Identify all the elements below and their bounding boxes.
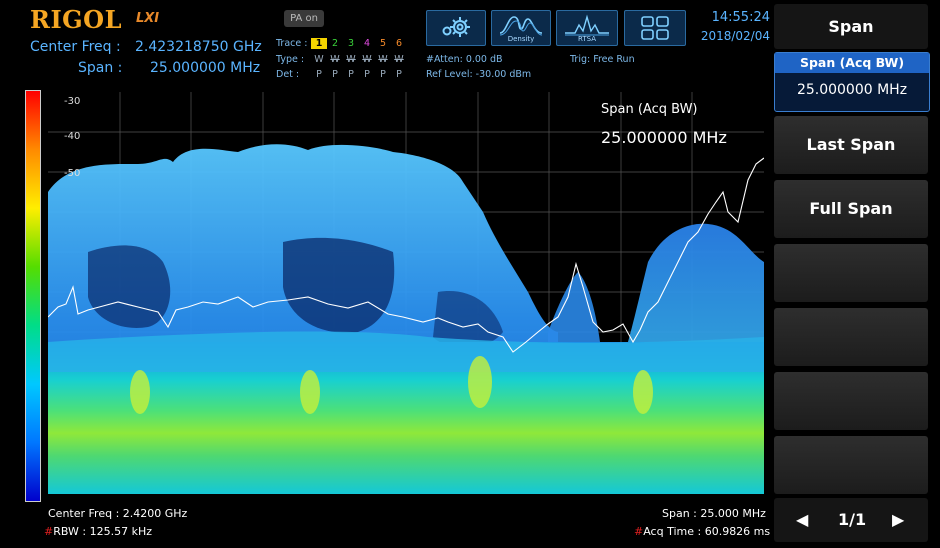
span-acq-bw-key[interactable]: Span (Acq BW) 25.000000 MHz bbox=[774, 52, 930, 112]
det-label: Det : bbox=[276, 69, 300, 80]
settings-button[interactable] bbox=[426, 10, 486, 46]
type-3: W bbox=[346, 54, 356, 65]
layout-button[interactable] bbox=[624, 10, 686, 46]
plot-annotation-value: 25.000000 MHz bbox=[601, 128, 727, 147]
rtsa-label: RTSA bbox=[578, 35, 596, 43]
grid-layout-icon bbox=[641, 16, 669, 40]
full-span-key[interactable]: Full Span bbox=[774, 180, 928, 238]
empty-key-6[interactable] bbox=[774, 308, 928, 366]
color-scale-bar bbox=[25, 90, 41, 502]
det-3: P bbox=[348, 69, 354, 80]
footer-span: Span : 25.000 MHz bbox=[662, 507, 766, 520]
footer-rbw-text: RBW : 125.57 kHz bbox=[53, 525, 152, 538]
atten-readout: #Atten: 0.00 dB bbox=[426, 54, 503, 65]
det-5: P bbox=[380, 69, 386, 80]
type-5: W bbox=[378, 54, 388, 65]
center-freq-label: Center Freq : bbox=[30, 39, 121, 55]
pa-on-button[interactable]: PA on bbox=[284, 10, 324, 27]
span-value[interactable]: 25.000000 MHz bbox=[150, 60, 261, 76]
density-icon bbox=[499, 16, 543, 36]
footer-acq-time: #Acq Time : 60.9826 ms bbox=[634, 525, 771, 538]
footer-acq-time-text: Acq Time : 60.9826 ms bbox=[643, 525, 771, 538]
menu-title: Span bbox=[774, 4, 928, 49]
live-trace bbox=[48, 157, 764, 353]
trace-4[interactable]: 4 bbox=[363, 38, 371, 49]
trace-3[interactable]: 3 bbox=[347, 38, 355, 49]
center-freq-value[interactable]: 2.423218750 GHz bbox=[135, 39, 262, 55]
span-label: Span : bbox=[78, 60, 123, 76]
det-1: P bbox=[316, 69, 322, 80]
type-label: Type : bbox=[276, 54, 305, 65]
plot-annotation-title: Span (Acq BW) bbox=[601, 102, 698, 117]
type-4: W bbox=[362, 54, 372, 65]
page-prev-icon[interactable]: ◀ bbox=[796, 510, 809, 529]
y-tick: -50 bbox=[64, 168, 81, 179]
trace-2[interactable]: 2 bbox=[331, 38, 339, 49]
type-1: W bbox=[314, 54, 324, 65]
floor-hotspots bbox=[130, 356, 653, 414]
last-span-key[interactable]: Last Span bbox=[774, 116, 928, 174]
trace-1[interactable]: 1 bbox=[311, 38, 327, 49]
menu-pager: ◀ 1/1 ▶ bbox=[774, 498, 928, 542]
clock-date: 2018/02/04 bbox=[700, 29, 770, 43]
y-tick: -30 bbox=[64, 96, 81, 107]
det-4: P bbox=[364, 69, 370, 80]
rtsa-button[interactable]: RTSA bbox=[556, 10, 618, 46]
det-6: P bbox=[396, 69, 402, 80]
page-next-icon[interactable]: ▶ bbox=[892, 510, 905, 529]
det-2: P bbox=[332, 69, 338, 80]
ref-level-readout: Ref Level: -30.00 dBm bbox=[426, 69, 532, 80]
span-acq-bw-value: 25.000000 MHz bbox=[796, 82, 908, 98]
footer-center-freq: Center Freq : 2.4200 GHz bbox=[48, 507, 188, 520]
type-2: W bbox=[330, 54, 340, 65]
type-6: W bbox=[394, 54, 404, 65]
clock-time: 14:55:24 bbox=[711, 10, 770, 25]
density-label: Density bbox=[507, 35, 535, 43]
trace-label: Trace : bbox=[276, 38, 308, 49]
rtsa-icon bbox=[565, 14, 609, 36]
empty-key-7[interactable] bbox=[774, 372, 928, 430]
empty-key-5[interactable] bbox=[774, 244, 928, 302]
density-spectrum-plot[interactable] bbox=[48, 92, 764, 494]
page-indicator: 1/1 bbox=[838, 510, 867, 529]
span-acq-bw-label: Span (Acq BW) bbox=[775, 53, 929, 73]
y-tick: -40 bbox=[64, 131, 81, 142]
trig-readout: Trig: Free Run bbox=[570, 54, 635, 65]
trace-5[interactable]: 5 bbox=[379, 38, 387, 49]
lxi-logo: LXI bbox=[136, 11, 160, 26]
rigol-logo: RIGOL bbox=[30, 5, 122, 34]
density-button[interactable]: Density bbox=[491, 10, 551, 46]
footer-rbw: #RBW : 125.57 kHz bbox=[44, 525, 152, 538]
gear-icon bbox=[442, 17, 470, 37]
empty-key-8[interactable] bbox=[774, 436, 928, 494]
trace-6[interactable]: 6 bbox=[395, 38, 403, 49]
